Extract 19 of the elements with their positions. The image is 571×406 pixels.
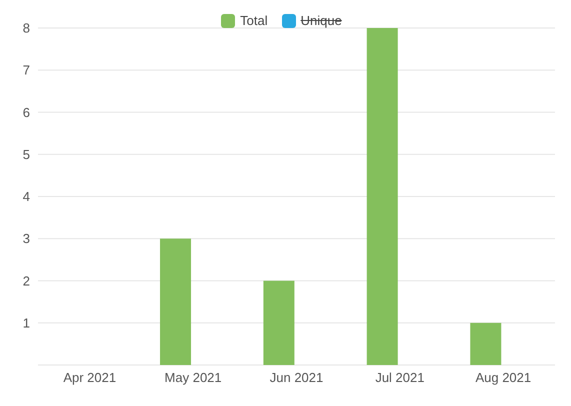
y-tick-label: 6 (22, 104, 30, 120)
x-tick-label: Apr 2021 (63, 370, 116, 386)
y-tick-label: 2 (22, 273, 30, 288)
bar (263, 280, 294, 365)
bar (470, 322, 502, 365)
y-tick-label: 5 (22, 146, 30, 162)
x-tick-label: Aug 2021 (475, 370, 532, 386)
y-tick-label: 7 (22, 62, 30, 78)
y-tick-label: 1 (22, 315, 30, 330)
x-tick-label: Jul 2021 (375, 370, 424, 386)
y-tick-label: 8 (22, 20, 30, 36)
y-tick-label: 4 (22, 189, 30, 204)
x-tick-label: Jun 2021 (270, 370, 324, 386)
legend-label: Unique (300, 13, 342, 28)
bar (160, 238, 192, 365)
y-tick-label: 3 (22, 231, 30, 246)
bar (366, 28, 398, 365)
legend-label: Total (240, 13, 268, 28)
x-tick-label: May 2021 (164, 370, 222, 386)
